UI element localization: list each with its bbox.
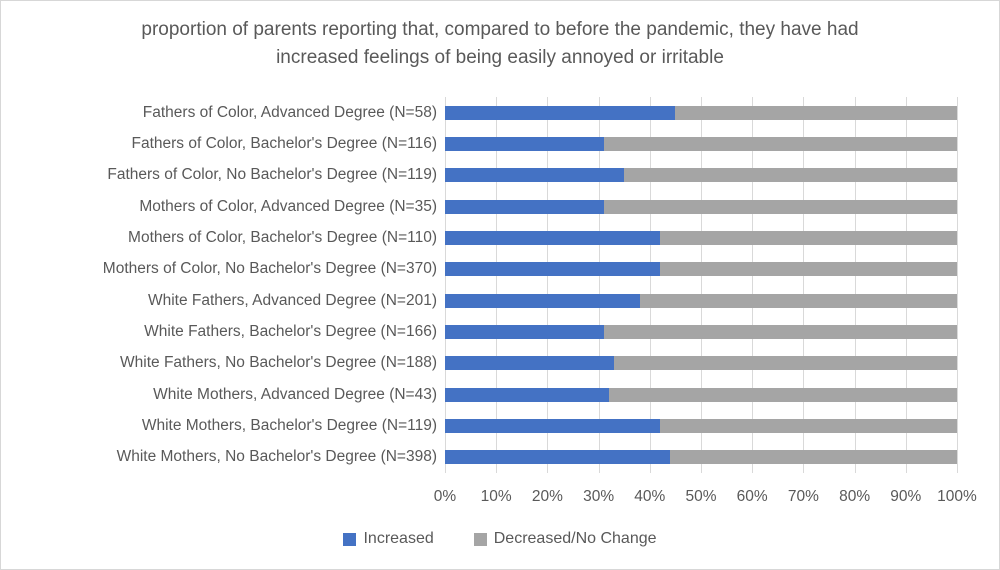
category-label: White Fathers, Advanced Degree (N=201) — [147, 291, 437, 309]
bar-segment-decreased — [675, 105, 957, 120]
chart-title: proportion of parents reporting that, co… — [141, 19, 859, 68]
x-axis-tick-label: 100% — [937, 488, 977, 505]
bar-track — [445, 105, 957, 120]
bar-segment-decreased — [639, 293, 957, 308]
x-axis: 0% 10% 20% 30% 40% 50% 60% 70% 80% 90% 100% — [434, 488, 977, 508]
category-label: Fathers of Color, No Bachelor's Degree (… — [107, 166, 437, 184]
bar-track — [445, 356, 957, 371]
bar-segment-decreased — [603, 199, 957, 214]
x-axis-tick-label: 40% — [634, 488, 666, 505]
bar-track — [445, 262, 957, 277]
bar-segment-increased — [445, 324, 604, 339]
gridline — [649, 97, 651, 473]
legend-swatch-decreased — [473, 532, 487, 546]
gridline — [445, 97, 446, 473]
bar-track — [445, 387, 957, 402]
bar-row: White Mothers, Bachelor's Degree (N=119) — [1, 410, 957, 441]
bar-row: Fathers of Color, Bachelor's Degree (N=1… — [1, 128, 957, 159]
bar-segment-decreased — [608, 387, 957, 402]
bar-rows: Fathers of Color, Advanced Degree (N=58)… — [1, 97, 957, 473]
x-axis-tick-label: 60% — [736, 488, 768, 505]
gridline — [957, 97, 958, 473]
category-label: White Fathers, No Bachelor's Degree (N=1… — [120, 354, 437, 372]
x-axis-tick-label: 70% — [787, 488, 819, 505]
bar-row: White Mothers, Advanced Degree (N=43) — [1, 379, 957, 410]
bar-row: White Fathers, Advanced Degree (N=201) — [1, 285, 957, 316]
x-axis-tick-label: 50% — [685, 488, 717, 505]
x-axis-tick-label: 90% — [890, 488, 922, 505]
bar-segment-increased — [445, 136, 604, 151]
bar-segment-increased — [445, 356, 614, 371]
x-axis-tick-label: 80% — [839, 488, 871, 505]
legend-swatch-increased — [343, 532, 357, 546]
bar-segment-increased — [445, 230, 661, 245]
gridline — [854, 97, 856, 473]
legend-item-increased: Increased — [343, 530, 434, 548]
bar-row: White Fathers, Bachelor's Degree (N=166) — [1, 316, 957, 347]
bar-track — [445, 324, 957, 339]
bar-track — [445, 230, 957, 245]
bar-row: White Fathers, No Bachelor's Degree (N=1… — [1, 348, 957, 379]
category-label: White Fathers, Bachelor's Degree (N=166) — [144, 322, 437, 340]
bar-row: Mothers of Color, Bachelor's Degree (N=1… — [1, 222, 957, 253]
x-axis-tick-label: 10% — [480, 488, 512, 505]
legend: Increased Decreased/No Change — [1, 530, 999, 548]
bar-track — [445, 168, 957, 183]
gridline — [701, 97, 702, 473]
gridline — [803, 97, 805, 473]
gridlines — [445, 97, 958, 473]
bar-row: Mothers of Color, No Bachelor's Degree (… — [1, 254, 957, 285]
gridline — [598, 97, 600, 473]
bar-row: Fathers of Color, No Bachelor's Degree (… — [1, 160, 957, 191]
bar-segment-increased — [445, 105, 676, 120]
bar-row: Fathers of Color, Advanced Degree (N=58) — [1, 97, 957, 128]
gridline — [752, 97, 754, 473]
bar-track — [445, 418, 957, 433]
gridline — [496, 97, 498, 473]
bar-segment-decreased — [603, 136, 957, 151]
gridline — [905, 97, 907, 473]
x-axis-tick-label: 0% — [433, 488, 457, 505]
bar-segment-decreased — [660, 418, 957, 433]
bar-segment-increased — [445, 387, 609, 402]
category-label: White Mothers, Advanced Degree (N=43) — [153, 385, 437, 403]
bar-segment-increased — [445, 199, 604, 214]
bar-segment-decreased — [660, 230, 957, 245]
category-label: Mothers of Color, Bachelor's Degree (N=1… — [128, 228, 437, 246]
bar-track — [445, 293, 957, 308]
category-label: White Mothers, Bachelor's Degree (N=119) — [141, 416, 437, 434]
bar-segment-decreased — [603, 324, 957, 339]
x-axis-tick-label: 30% — [583, 488, 615, 505]
category-label: Fathers of Color, Bachelor's Degree (N=1… — [131, 134, 438, 152]
category-label: White Mothers, No Bachelor's Degree (N=3… — [116, 448, 437, 466]
bar-row: Mothers of Color, Advanced Degree (N=35) — [1, 191, 957, 222]
bar-segment-increased — [445, 418, 661, 433]
x-axis-tick-label: 20% — [531, 488, 563, 505]
gridline — [547, 97, 549, 473]
bar-segment-decreased — [624, 168, 957, 183]
bar-segment-decreased — [613, 356, 957, 371]
bar-segment-decreased — [670, 450, 957, 465]
legend-item-decreased: Decreased/No Change — [473, 530, 657, 548]
bar-row: White Mothers, No Bachelor's Degree (N=3… — [1, 442, 957, 473]
category-label: Mothers of Color, Advanced Degree (N=35) — [139, 197, 437, 215]
bar-segment-increased — [445, 293, 640, 308]
legend-label: Increased — [363, 530, 434, 547]
bar-segment-decreased — [660, 262, 957, 277]
category-label: Mothers of Color, No Bachelor's Degree (… — [102, 260, 437, 278]
bar-segment-increased — [445, 168, 625, 183]
bar-segment-increased — [445, 262, 661, 277]
bar-track — [445, 450, 957, 465]
bar-track — [445, 136, 957, 151]
legend-label: Decreased/No Change — [493, 530, 657, 547]
bar-segment-increased — [445, 450, 671, 465]
category-label: Fathers of Color, Advanced Degree (N=58) — [142, 103, 437, 121]
bar-track — [445, 199, 957, 214]
